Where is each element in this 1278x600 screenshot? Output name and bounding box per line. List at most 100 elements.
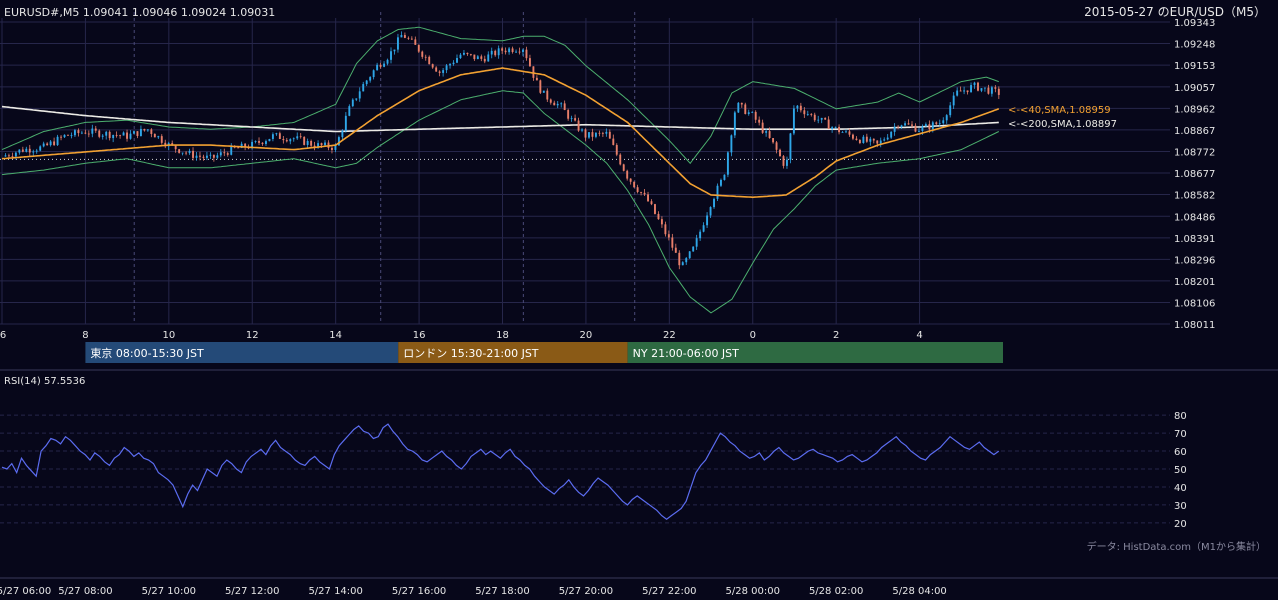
- candle-body: [133, 131, 135, 134]
- candle-body: [251, 141, 254, 149]
- price-x-tick-label: 10: [162, 330, 175, 341]
- candle-body: [935, 122, 938, 125]
- candle-body: [171, 143, 174, 145]
- candle-body: [535, 77, 538, 81]
- sma40-path: [1, 67, 1000, 199]
- candle-body: [709, 207, 712, 216]
- candle-body: [449, 64, 452, 66]
- candle-body: [737, 102, 740, 113]
- candle-body: [49, 141, 52, 146]
- candle-body: [334, 145, 337, 150]
- candle-body: [244, 143, 247, 148]
- price-x-tick-label: 6: [0, 330, 6, 341]
- candle-body: [650, 201, 653, 205]
- candle-body: [858, 139, 861, 144]
- candle-body: [275, 133, 278, 135]
- candle-body: [136, 131, 139, 136]
- sma40-line: [1, 67, 1000, 199]
- candle-body: [525, 49, 528, 59]
- candle-body: [67, 134, 69, 136]
- candle-body: [560, 103, 563, 105]
- candle-body: [747, 112, 750, 114]
- candle-body: [761, 122, 764, 133]
- candle-body: [695, 238, 698, 247]
- rsi-tick-label: 80: [1174, 411, 1187, 422]
- sma200-path: [1, 105, 999, 133]
- candle-body: [341, 130, 344, 138]
- candle-body: [938, 123, 941, 125]
- candle-body: [994, 87, 997, 89]
- candle-body: [824, 117, 827, 120]
- candle-body: [265, 141, 267, 144]
- candle-body: [501, 48, 504, 51]
- candle-body: [452, 62, 455, 65]
- candle-body: [581, 129, 583, 131]
- candle-body: [699, 231, 702, 239]
- candle-body: [845, 131, 847, 133]
- rsi-tick-label: 20: [1174, 519, 1187, 530]
- grid-layer: [0, 12, 1278, 579]
- candle-body: [556, 103, 559, 106]
- session-bar: 東京 08:00-15:30 JST ロンドン 15:30-21:00 JST NY…: [85, 342, 1003, 363]
- candle-body: [598, 132, 601, 134]
- candle-body: [570, 118, 573, 119]
- rsi-x-tick-label: 5/27 12:00: [225, 586, 279, 597]
- candle-body: [292, 138, 295, 140]
- candle-body: [667, 234, 670, 238]
- candle-body: [351, 99, 354, 107]
- candle-body: [310, 140, 313, 146]
- candle-body: [376, 64, 379, 71]
- candle-body: [94, 128, 97, 131]
- candle-body: [445, 65, 448, 71]
- candle-body: [317, 143, 320, 148]
- candle-body: [216, 155, 219, 158]
- bollinger-bands: [1, 26, 1000, 314]
- price-x-tick-label: 8: [82, 330, 88, 341]
- candle-body: [209, 154, 212, 156]
- price-tick-label: 1.08962: [1174, 104, 1215, 115]
- candle-body: [806, 114, 809, 115]
- candle-body: [983, 87, 986, 89]
- candle-body: [629, 178, 632, 182]
- candle-body: [459, 54, 462, 59]
- candle-body: [469, 54, 472, 55]
- candle-body: [299, 136, 302, 138]
- candle-body: [435, 67, 438, 72]
- candle-body: [952, 95, 955, 106]
- candle-body: [931, 122, 934, 130]
- candle-body: [282, 138, 285, 141]
- rsi-tick-label: 70: [1174, 429, 1187, 440]
- candle-body: [358, 91, 361, 99]
- rsi-x-tick-label: 5/28 04:00: [892, 586, 946, 597]
- candle-body: [608, 131, 611, 139]
- candle-body: [768, 131, 771, 139]
- candle-body: [751, 111, 754, 113]
- rsi-x-tick-label: 5/28 00:00: [726, 586, 780, 597]
- candle-body: [410, 38, 413, 40]
- candle-body: [483, 58, 486, 62]
- candle-body: [848, 131, 851, 135]
- candle-body: [219, 152, 222, 156]
- price-tick-label: 1.08201: [1174, 277, 1215, 288]
- sma40-value-label: <-<40,SMA,1.08959: [1008, 105, 1111, 116]
- candle-body: [893, 126, 896, 132]
- candle-body: [706, 215, 709, 226]
- price-x-tick-label: 4: [916, 330, 922, 341]
- candle-body: [497, 48, 500, 56]
- rsi-tick-label: 60: [1174, 447, 1187, 458]
- candle-body: [921, 126, 924, 131]
- candle-body: [237, 147, 240, 149]
- candle-body: [782, 156, 785, 166]
- candle-body: [733, 112, 736, 136]
- session-label: NY 21:00-06:00 JST: [633, 347, 740, 360]
- candle-body: [60, 136, 63, 138]
- candle-body: [73, 130, 76, 136]
- candle-body: [4, 155, 7, 157]
- candle-body: [615, 144, 618, 155]
- candle-body: [372, 70, 375, 78]
- candle-body: [84, 132, 87, 134]
- candle-body: [466, 52, 469, 55]
- candle-body: [803, 110, 806, 115]
- candle-body: [181, 152, 184, 154]
